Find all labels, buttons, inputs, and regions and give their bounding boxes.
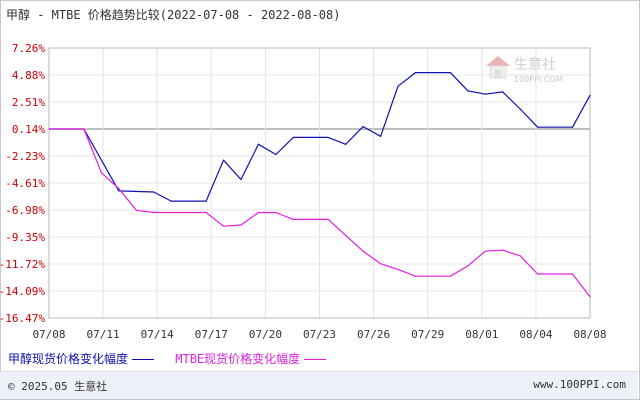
y-tick-label: -4.61% (5, 177, 45, 190)
data-point-methanol (589, 94, 591, 96)
data-point-methanol (362, 126, 364, 128)
data-point-methanol (467, 90, 469, 92)
data-point-methanol (170, 200, 172, 202)
data-point-methanol (397, 85, 399, 87)
data-point-methanol (571, 126, 574, 128)
footer: © 2025.05 生意社 www.100PPI.com (0, 371, 638, 399)
data-point-methanol (484, 93, 486, 95)
y-tick-label: -2.23% (5, 150, 45, 163)
axes (48, 47, 591, 319)
data-point-methanol (379, 135, 382, 137)
data-point-mtbe (240, 224, 242, 226)
data-point-mtbe (222, 225, 225, 227)
x-tick-label: 07/08 (32, 328, 65, 341)
y-tick-label: 2.51% (12, 96, 45, 109)
watermark-brand: 生意社 (514, 56, 556, 73)
y-tick-label: -11.72% (0, 258, 45, 271)
x-tick-labels: 07/08 07/11 07/14 07/17 07/20 07/23 07/26 07/29… (32, 328, 606, 341)
x-tick-label: 07/29 (411, 328, 444, 341)
data-point-methanol (118, 190, 120, 192)
x-tick-label: 07/14 (141, 328, 174, 341)
data-point-methanol (449, 71, 451, 74)
data-point-mtbe (100, 172, 102, 174)
x-tick-label: 08/08 (573, 328, 606, 341)
data-point-mtbe (484, 250, 486, 252)
x-tick-label: 08/04 (519, 328, 552, 341)
data-point-mtbe (205, 211, 207, 214)
data-point-methanol (327, 136, 329, 139)
legend-label-mtbe: MTBE现货价格变化幅度 (175, 352, 301, 366)
y-tick-label: -9.35% (5, 231, 45, 244)
plot-border (48, 47, 591, 319)
legend-swatch-methanol (132, 359, 155, 360)
grid (48, 47, 591, 319)
chart-title: 甲醇 - MTBE 价格趋势比较(2022-07-08 - 2022-08-08… (6, 8, 341, 22)
data-point-mtbe (519, 255, 521, 257)
data-point-methanol (345, 143, 347, 145)
y-tick-labels: 7.26% 4.88% 2.51% 0.14% -2.23% -4.61% -6.98% -9… (0, 42, 45, 325)
data-point-methanol (292, 136, 294, 139)
data-point-methanol (537, 126, 539, 128)
data-point-methanol (502, 91, 504, 93)
data-point-methanol (205, 200, 207, 202)
data-point-mtbe (362, 250, 364, 252)
x-tick-label: 08/01 (465, 328, 498, 341)
data-point-mtbe (571, 273, 574, 275)
y-tick-label: 0.14% (12, 123, 45, 136)
data-point-methanol (222, 159, 225, 161)
y-tick-label: 7.26% (12, 42, 45, 55)
line-chart: 7.26% 4.88% 2.51% 0.14% -2.23% -4.61% -6.98% -9… (0, 42, 607, 341)
data-point-methanol (519, 108, 521, 110)
data-point-mtbe (292, 218, 294, 220)
data-point-mtbe (414, 275, 417, 277)
legend-item-mtbe: MTBE现货价格变化幅度 (175, 350, 327, 367)
y-tick-label: -6.98% (5, 204, 45, 217)
data-point-methanol (275, 153, 277, 156)
data-point-mtbe (449, 275, 451, 277)
legend-label-methanol: 甲醇现货价格变化幅度 (8, 352, 129, 366)
data-point-mtbe (83, 128, 85, 130)
y-tick-label: -16.47% (0, 312, 45, 325)
data-point-methanol (153, 191, 155, 193)
data-point-mtbe (397, 268, 399, 271)
x-tick-label: 07/23 (303, 328, 336, 341)
data-point-mtbe (275, 211, 277, 214)
x-tick-label: 07/26 (357, 328, 390, 341)
watermark-url: 100PPI.COM (514, 75, 563, 84)
y-tick-label: 4.88% (12, 69, 45, 82)
data-point-mtbe (118, 188, 120, 190)
data-point-mtbe (379, 263, 382, 265)
site-link[interactable]: www.100PPI.com (533, 378, 626, 391)
data-point-methanol (240, 178, 242, 181)
data-point-mtbe (537, 273, 539, 275)
x-tick-label: 07/11 (87, 328, 120, 341)
legend: 甲醇现货价格变化幅度 MTBE现货价格变化幅度 (8, 350, 340, 368)
x-tick-label: 07/20 (249, 328, 282, 341)
data-point-methanol (414, 71, 417, 74)
legend-item-methanol: 甲醇现货价格变化幅度 (8, 350, 155, 367)
x-tick-label: 07/17 (195, 328, 228, 341)
data-point-mtbe (327, 218, 329, 220)
y-tick-label: -14.09% (0, 285, 45, 298)
data-point-mtbe (589, 296, 591, 298)
data-point-mtbe (502, 249, 504, 251)
data-point-mtbe (257, 211, 260, 214)
data-point-methanol (257, 143, 260, 145)
data-point-mtbe (467, 265, 469, 267)
series-lines (48, 71, 591, 298)
data-point-mtbe (153, 211, 155, 214)
legend-swatch-mtbe (304, 359, 327, 360)
data-point-mtbe (135, 209, 137, 211)
copyright-text: © 2025.05 生意社 (8, 380, 108, 393)
data-point-mtbe (48, 128, 50, 130)
